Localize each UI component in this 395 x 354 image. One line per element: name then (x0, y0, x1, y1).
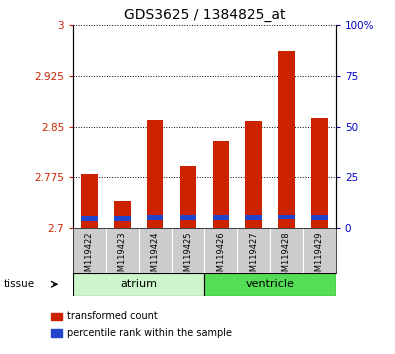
Text: transformed count: transformed count (67, 312, 158, 321)
Bar (278, 51, 295, 228)
Text: GSM119423: GSM119423 (118, 232, 127, 282)
Text: percentile rank within the sample: percentile rank within the sample (67, 328, 232, 338)
Text: GSM119427: GSM119427 (249, 232, 258, 282)
Bar (114, 216, 130, 221)
Bar (311, 216, 327, 220)
Text: GSM119426: GSM119426 (216, 232, 225, 282)
Bar (147, 120, 164, 228)
Bar (180, 216, 196, 220)
Bar (81, 174, 98, 228)
Bar (147, 215, 164, 219)
Bar (245, 121, 262, 228)
Bar (180, 166, 196, 228)
Text: tissue: tissue (4, 279, 35, 289)
Bar (205, 273, 336, 296)
Bar (73, 273, 205, 296)
Text: ventricle: ventricle (246, 279, 295, 289)
Bar (311, 118, 327, 228)
Bar (213, 216, 229, 220)
Text: GSM119422: GSM119422 (85, 232, 94, 282)
Text: GSM119424: GSM119424 (150, 232, 160, 282)
Bar (245, 216, 262, 220)
Bar (114, 201, 130, 228)
Bar (81, 216, 98, 221)
Text: GSM119428: GSM119428 (282, 232, 291, 282)
Text: atrium: atrium (120, 279, 157, 289)
Bar (278, 215, 295, 219)
Text: GSM119429: GSM119429 (315, 232, 324, 282)
Bar (213, 142, 229, 228)
Title: GDS3625 / 1384825_at: GDS3625 / 1384825_at (124, 8, 285, 22)
Text: GSM119425: GSM119425 (184, 232, 192, 282)
